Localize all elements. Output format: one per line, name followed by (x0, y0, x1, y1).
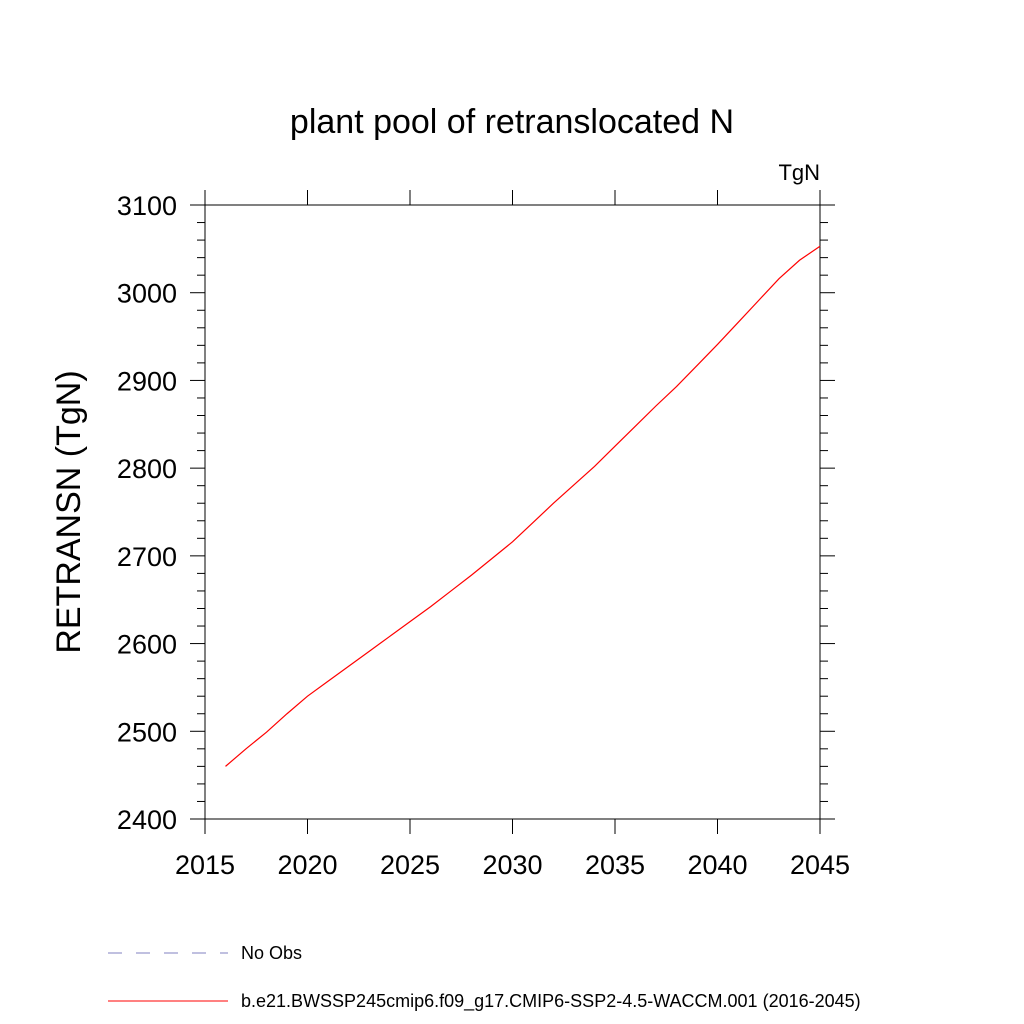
legend: No Obs b.e21.BWSSP245cmip6.f09_g17.CMIP6… (108, 943, 861, 1012)
y-tick-label: 2800 (117, 454, 177, 484)
y-tick-label: 3000 (117, 279, 177, 309)
axis-ticks (190, 190, 835, 834)
x-tick-label: 2040 (687, 850, 747, 880)
x-tick-label: 2020 (277, 850, 337, 880)
legend-label-no-obs: No Obs (241, 943, 302, 963)
y-tick-label: 2400 (117, 805, 177, 835)
units-label: TgN (778, 160, 820, 185)
y-tick-label: 2900 (117, 366, 177, 396)
y-tick-label: 2500 (117, 717, 177, 747)
x-tick-label: 2030 (482, 850, 542, 880)
x-tick-label: 2015 (175, 850, 235, 880)
chart-title: plant pool of retranslocated N (290, 103, 734, 141)
plot-frame (204, 204, 821, 820)
series-layer (225, 245, 821, 767)
tick-labels: 2015 2020 2025 2030 2035 2040 2045 2400 2500 2600… (117, 191, 850, 880)
y-tick-label: 2600 (117, 630, 177, 660)
y-tick-label: 3100 (117, 191, 177, 221)
series-line-0 (225, 245, 821, 767)
x-tick-label: 2045 (790, 850, 850, 880)
x-tick-label: 2025 (380, 850, 440, 880)
x-tick-label: 2035 (585, 850, 645, 880)
y-axis-label: RETRANSN (TgN) (50, 370, 88, 653)
legend-label-series: b.e21.BWSSP245cmip6.f09_g17.CMIP6-SSP2-4… (241, 991, 861, 1012)
y-tick-label: 2700 (117, 542, 177, 572)
